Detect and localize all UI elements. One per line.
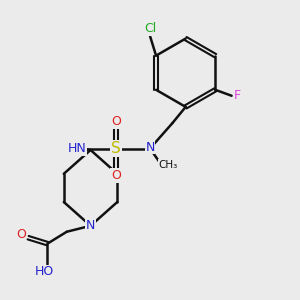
Text: N: N [145, 140, 155, 154]
Text: N: N [86, 219, 95, 232]
Text: HN: HN [68, 142, 87, 155]
Text: O: O [111, 115, 121, 128]
Text: CH₃: CH₃ [158, 160, 178, 170]
Text: Cl: Cl [144, 22, 156, 35]
Text: HO: HO [35, 266, 54, 278]
Text: O: O [16, 228, 26, 241]
Text: F: F [234, 89, 241, 102]
Text: O: O [111, 169, 121, 182]
Text: S: S [111, 141, 121, 156]
